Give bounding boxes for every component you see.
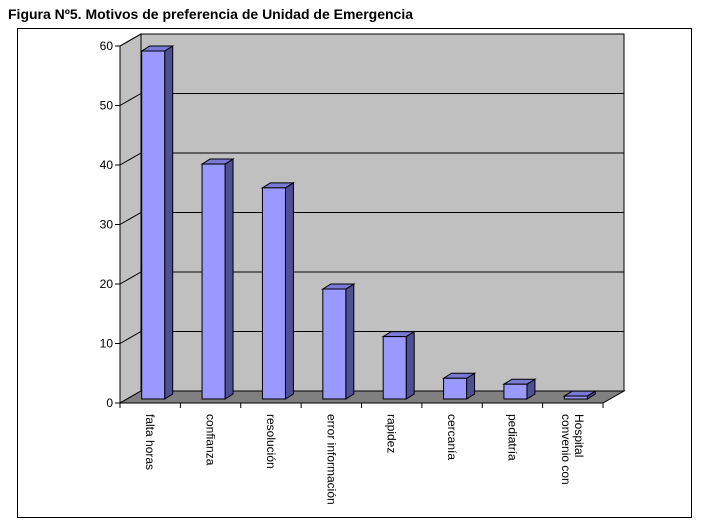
gridline (119, 271, 624, 285)
bar (562, 390, 598, 400)
gridline (119, 331, 624, 344)
x-tick-label: falta horas (143, 414, 157, 470)
bar-front (201, 163, 226, 400)
x-tick-label: cercanía (445, 414, 459, 460)
bar-front (443, 377, 468, 400)
y-tick-label: 50 (100, 99, 114, 113)
bar (381, 330, 416, 400)
bar-side (284, 181, 294, 400)
x-tick-label: rapidez (385, 414, 399, 453)
floor (118, 390, 626, 404)
x-tick-label: confianza (204, 414, 218, 466)
chart-walls (118, 33, 626, 404)
bars (139, 45, 598, 400)
gridline (119, 212, 624, 225)
bar-side (405, 330, 415, 400)
bar-front (261, 187, 286, 400)
x-tick-label: resolución (264, 414, 278, 469)
gridline (119, 93, 624, 106)
bar (139, 45, 175, 400)
bar (321, 283, 356, 400)
y-tick-label: 30 (100, 218, 114, 232)
bar (200, 158, 235, 400)
gridline (119, 152, 624, 166)
x-tick-label: pediatría (505, 414, 519, 461)
bar-front (322, 288, 347, 400)
y-tick-label: 40 (100, 158, 114, 172)
bar-side (345, 283, 355, 400)
bar-front (141, 50, 166, 400)
x-tick-label: Hospital (572, 414, 586, 457)
x-tick-label: error información (324, 414, 338, 505)
bar-front (563, 395, 588, 400)
y-tick-label: 10 (100, 337, 114, 351)
bar (502, 378, 537, 400)
bar (260, 181, 296, 400)
bar-side (164, 45, 174, 400)
y-tick-label: 60 (100, 39, 114, 53)
y-axis: 0 10 20 30 40 50 60 (100, 39, 604, 410)
bar (441, 372, 477, 400)
category-labels: falta horas confianza resolución error info… (143, 414, 586, 505)
y-tick-label: 0 (106, 396, 113, 410)
x-tick-label: convenio con (559, 414, 573, 485)
bar-front (382, 336, 407, 400)
bar-side (224, 158, 234, 400)
gridlines (119, 33, 624, 344)
bar-front (503, 383, 528, 400)
gridline (119, 33, 624, 47)
figure-title: Figura Nº5. Motivos de preferencia de Un… (8, 6, 413, 22)
y-tick-label: 20 (100, 277, 114, 291)
